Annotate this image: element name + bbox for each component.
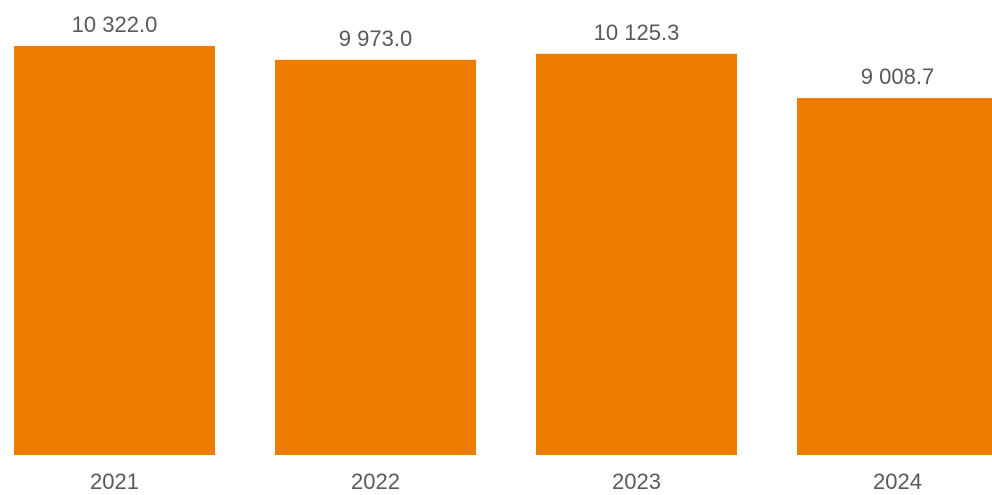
bar-2023: [536, 53, 737, 455]
value-label-2021: 10 322.0: [72, 12, 158, 37]
x-tick-label-2022: 2022: [351, 469, 400, 494]
bar-2022: [275, 59, 476, 456]
bar-2024: [797, 98, 992, 456]
x-tick-label-2023: 2023: [612, 469, 661, 494]
value-label-2022: 9 973.0: [339, 26, 412, 51]
bar-2021: [14, 46, 215, 455]
value-label-2024: 9 008.7: [861, 64, 934, 89]
value-label-2023: 10 125.3: [594, 20, 680, 45]
value-labels-group: 10 322.0 9 973.0 10 125.3 9 008.7: [72, 12, 935, 89]
bars-group: [14, 46, 992, 456]
x-tick-label-2024: 2024: [873, 469, 922, 494]
x-tick-label-2021: 2021: [90, 469, 139, 494]
x-axis-ticks: 2021 2022 2023 2024: [90, 469, 922, 494]
